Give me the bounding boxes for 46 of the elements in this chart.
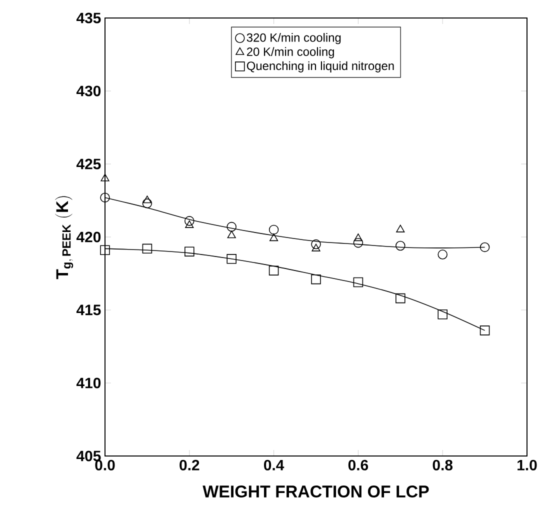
point bbox=[184, 216, 194, 226]
point bbox=[311, 274, 321, 284]
point bbox=[268, 224, 279, 235]
point bbox=[396, 293, 406, 304]
point bbox=[270, 234, 278, 242]
y-tick-label: 425 bbox=[76, 158, 101, 170]
point bbox=[100, 192, 110, 202]
y-tick-label: 415 bbox=[76, 304, 101, 316]
point bbox=[226, 222, 236, 232]
point bbox=[353, 238, 364, 248]
point bbox=[354, 234, 362, 242]
point bbox=[480, 242, 490, 252]
x-axis-title: WEIGHT FRACTION OF LCP bbox=[202, 486, 429, 498]
legend-label: 320 K/min cooling bbox=[246, 33, 341, 44]
point bbox=[184, 246, 194, 256]
point bbox=[438, 250, 448, 260]
point bbox=[480, 326, 490, 336]
y-tick-label: 420 bbox=[76, 232, 101, 242]
y-tick-label: 410 bbox=[76, 378, 101, 388]
x-tick-label: 0.0 bbox=[95, 460, 115, 470]
x-tick-label: 1.0 bbox=[518, 460, 537, 470]
point bbox=[438, 309, 448, 320]
point bbox=[226, 254, 236, 264]
point bbox=[100, 174, 110, 182]
point bbox=[268, 266, 279, 276]
x-tick-label: 0.8 bbox=[432, 460, 453, 470]
x-tick-label: 0.6 bbox=[348, 460, 368, 470]
point bbox=[142, 244, 152, 254]
point bbox=[312, 244, 320, 252]
y-tick-label: 435 bbox=[76, 12, 101, 24]
legend-label: 20 K/min cooling bbox=[246, 47, 334, 58]
point bbox=[396, 240, 406, 251]
y-axis-title: $\mathbf{T}_{\mathbf{g,\,PEEK}}\ \mathbf{(K)}$ bbox=[55, 196, 74, 280]
x-tick-label: 0.4 bbox=[264, 460, 284, 470]
point bbox=[142, 196, 152, 204]
point bbox=[142, 198, 152, 208]
y-tick-label: 405 bbox=[76, 450, 101, 462]
legend-label: Quenching in liquid nitrogen bbox=[246, 61, 394, 72]
point bbox=[353, 277, 364, 288]
point bbox=[311, 239, 321, 250]
y-tick-label: 430 bbox=[76, 86, 101, 96]
point bbox=[396, 224, 405, 232]
point bbox=[100, 245, 110, 256]
x-tick-label: 0.2 bbox=[180, 460, 200, 470]
point bbox=[185, 220, 194, 228]
point bbox=[227, 230, 236, 238]
